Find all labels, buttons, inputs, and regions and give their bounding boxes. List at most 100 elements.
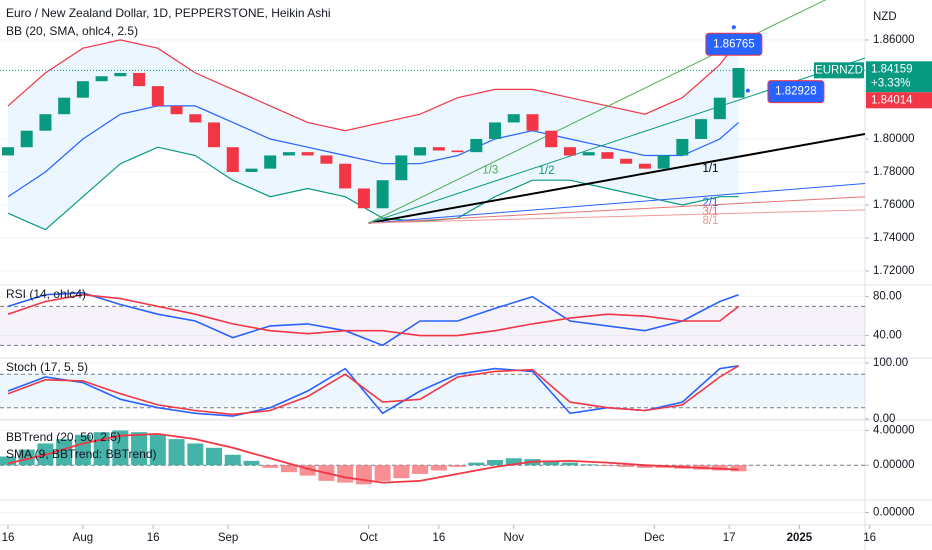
histogram-bar <box>487 460 504 466</box>
candle <box>451 150 464 153</box>
fan-line <box>368 183 865 224</box>
candle <box>620 158 633 164</box>
y-tick-label: 0.00000 <box>873 459 915 471</box>
callout-anchor <box>731 25 736 30</box>
x-tick-label: 16 <box>147 532 160 544</box>
y-tick-label: 80.00 <box>873 291 902 303</box>
y-tick-label: 0.00000 <box>873 507 915 519</box>
histogram-bar <box>580 464 597 466</box>
fan-line <box>368 209 865 224</box>
histogram-bar <box>636 465 653 468</box>
candle <box>264 155 277 169</box>
fan-label: 1/1 <box>702 163 718 175</box>
bb-upper <box>7 39 740 132</box>
histogram-bar <box>56 439 73 466</box>
histogram-bar <box>224 454 241 466</box>
symbol-label: EURNZD <box>815 64 863 76</box>
price-axis: 100.00 0.00 <box>865 357 908 425</box>
histogram-bar <box>168 439 185 466</box>
histogram-bar <box>206 447 223 466</box>
histogram-bar <box>618 465 635 467</box>
x-tick-label: Oct <box>360 532 379 544</box>
candle <box>208 122 221 148</box>
histogram-bar <box>430 465 447 471</box>
histogram-bar <box>543 460 560 466</box>
last-price: 1.84159 <box>871 63 913 75</box>
candle <box>114 72 127 77</box>
indicator-subtitle: SMA (9, BBTrend: BBTrend) <box>6 447 157 461</box>
histogram-bar <box>243 460 260 466</box>
candle <box>376 180 389 209</box>
histogram-bar <box>18 449 35 466</box>
candle <box>732 67 745 98</box>
x-tick-label: 17 <box>723 532 736 544</box>
x-tick-label: 2025 <box>787 532 813 544</box>
candle <box>39 114 52 131</box>
histogram-bar <box>262 465 279 468</box>
candle <box>1 147 14 156</box>
indicator-title: RSI (14, ohlc4) <box>6 287 86 301</box>
candle <box>58 97 71 115</box>
fan-line <box>368 0 827 224</box>
histogram-bar <box>468 462 485 466</box>
histogram-bar <box>187 443 204 466</box>
histogram-bar <box>374 465 391 481</box>
fan-label: 3/1 <box>702 206 718 218</box>
last-price-box <box>866 61 932 93</box>
indicator-line <box>7 365 740 416</box>
y-tick-label: 100.00 <box>873 357 908 369</box>
callout-label: 1.86765 <box>713 38 755 50</box>
candle <box>76 81 89 98</box>
candle <box>20 130 33 148</box>
y-tick-label: 40.00 <box>873 330 902 342</box>
chart-title: Euro / New Zealand Dollar, 1D, PEPPERSTO… <box>6 6 331 20</box>
bb-middle <box>7 105 739 198</box>
candle <box>189 114 202 123</box>
candle <box>582 152 595 156</box>
y-tick-label: 4.00000 <box>873 424 915 436</box>
indicator-title: BBTrend (20, 50, 2.5) <box>6 430 121 444</box>
fan-label: 8/1 <box>702 215 718 227</box>
candle <box>526 114 539 131</box>
candle <box>414 147 427 156</box>
candle <box>151 86 164 106</box>
callout-box <box>767 80 825 104</box>
histogram-bar <box>599 465 616 467</box>
callout-anchor <box>745 88 750 93</box>
histogram-bar <box>505 458 522 466</box>
callout-label: 1.82928 <box>775 86 817 98</box>
y-tick-label: 1.86000 <box>873 34 915 46</box>
candle <box>470 138 483 153</box>
x-tick-label: 16 <box>432 532 445 544</box>
pane <box>0 429 865 485</box>
y-tick-label: 1.76000 <box>873 199 915 211</box>
candle <box>695 119 708 139</box>
histogram-bar <box>0 456 16 466</box>
candle <box>301 152 314 156</box>
histogram-bar <box>412 465 429 474</box>
candle <box>282 152 295 156</box>
x-tick-label: 16 <box>2 532 15 544</box>
candle <box>133 72 146 87</box>
x-tick-label: Dec <box>644 532 665 544</box>
histogram-bar <box>149 434 166 466</box>
candle <box>395 155 408 181</box>
y-tick-label: 1.78000 <box>873 166 915 178</box>
pane <box>0 291 865 347</box>
pane <box>0 362 865 420</box>
candle <box>601 152 614 159</box>
price-axis: 1.86000 1.80000 1.78000 1.76000 1.74000 1.720… <box>865 34 915 277</box>
candle <box>339 163 352 189</box>
histogram-bar <box>393 465 410 479</box>
fan-label: 1/2 <box>539 165 555 177</box>
histogram-bar <box>337 465 354 483</box>
histogram-bar <box>112 430 129 466</box>
histogram-bar <box>280 465 297 473</box>
y-tick-label: 0.00 <box>873 413 895 425</box>
candle <box>432 147 445 151</box>
candle <box>95 76 108 82</box>
histogram-bar <box>730 465 747 472</box>
indicator-title: BB (20, SMA, ohlc4, 2.5) <box>6 24 138 38</box>
price-axis: 0.00000 <box>865 507 915 519</box>
